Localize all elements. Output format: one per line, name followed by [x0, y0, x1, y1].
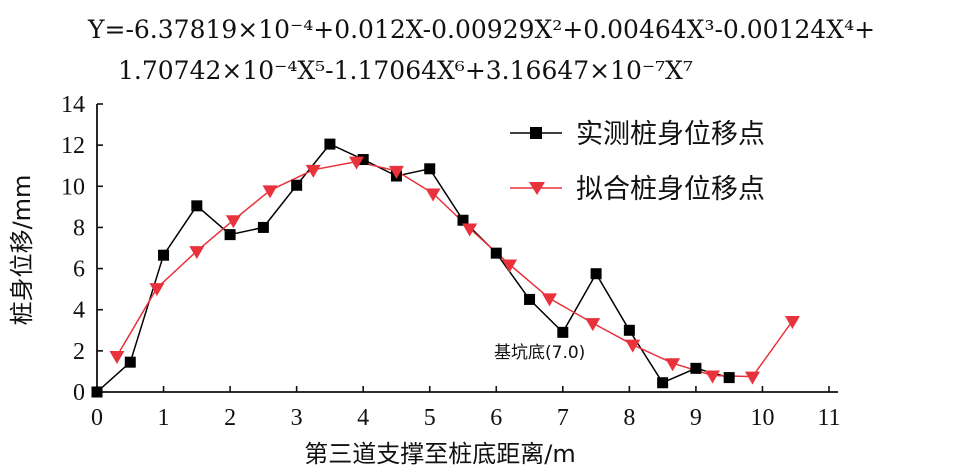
legend-label-fitted: 拟合桩身位移点 [576, 174, 765, 205]
x-tick-label: 10 [750, 405, 774, 431]
y-axis-label: 桩身位移/mm [8, 175, 36, 326]
data-point [191, 200, 203, 212]
data-point [109, 351, 125, 364]
data-point [357, 154, 369, 166]
x-tick-label: 4 [357, 405, 369, 431]
legend-item-fitted: 拟合桩身位移点 [510, 174, 765, 205]
x-tick-label: 1 [158, 405, 170, 431]
data-point [158, 249, 170, 261]
legend-marker-measured [530, 127, 542, 139]
data-point [625, 339, 641, 353]
y-tick-label: 10 [61, 174, 85, 200]
data-point [585, 318, 601, 332]
data-point [149, 283, 165, 297]
data-point [705, 370, 721, 384]
series-line-1 [116, 160, 794, 378]
data-point [723, 372, 735, 384]
data-point [657, 377, 669, 389]
data-point [665, 358, 681, 372]
data-point [557, 326, 569, 338]
data-point [305, 164, 321, 178]
data-point [189, 246, 205, 260]
y-tick-label: 12 [61, 133, 85, 159]
series-lines [96, 143, 794, 393]
data-point [524, 293, 536, 305]
equation-line-2: 1.70742×10⁻⁴X⁵-1.17064X⁶+3.16647×10⁻⁷X⁷ [118, 56, 693, 85]
data-point [490, 247, 502, 259]
data-point [424, 163, 436, 175]
x-tick-label: 7 [557, 405, 569, 431]
legend: 实测桩身位移点 拟合桩身位移点 [510, 119, 765, 205]
data-point [349, 156, 365, 170]
data-point [124, 356, 136, 368]
data-point [388, 165, 404, 179]
x-axis-label: 第三道支撑至桩底距离/m [304, 440, 575, 468]
y-tick-label: 0 [73, 380, 85, 406]
y-tick-label: 4 [73, 298, 85, 324]
annotation-pit-bottom: 基坑底(7.0) [494, 343, 585, 363]
data-point [784, 316, 800, 330]
y-tick-label: 2 [73, 339, 85, 365]
x-tick-label: 2 [224, 405, 236, 431]
data-point [690, 362, 702, 374]
x-tick-label: 5 [424, 405, 436, 431]
data-point [457, 214, 469, 226]
data-point [542, 293, 558, 307]
data-point [257, 221, 269, 233]
data-point [590, 268, 602, 280]
data-point [744, 371, 760, 385]
series-line-0 [96, 143, 730, 393]
data-point [91, 386, 103, 398]
data-point [462, 223, 478, 237]
x-tick-label: 11 [817, 405, 840, 431]
data-point [224, 229, 236, 241]
x-tick-label: 8 [623, 405, 635, 431]
axes [96, 104, 838, 393]
legend-marker-fitted [529, 182, 545, 195]
legend-item-measured: 实测桩身位移点 [510, 119, 765, 150]
x-tick-label: 9 [690, 405, 702, 431]
y-tick-label: 6 [73, 257, 85, 283]
x-tick-label: 3 [291, 405, 303, 431]
x-tick-label: 6 [490, 405, 502, 431]
data-point [623, 324, 635, 336]
y-tick-label: 8 [73, 215, 85, 241]
data-point [262, 185, 278, 199]
legend-label-measured: 实测桩身位移点 [576, 119, 765, 150]
data-point [425, 188, 441, 202]
y-tick-label: 14 [61, 92, 85, 118]
data-point [291, 179, 303, 191]
y-ticks: 0 2 4 6 8 10 12 14 [61, 92, 103, 406]
data-point [324, 138, 336, 150]
equation-line-1: Y=-6.37819×10⁻⁴+0.012X-0.00929X²+0.00464… [87, 15, 875, 44]
data-point [225, 215, 241, 229]
x-tick-label: 0 [91, 405, 103, 431]
series-markers [91, 138, 800, 398]
data-point [502, 259, 518, 273]
x-ticks: 0 1 2 3 4 5 6 7 8 9 10 11 [91, 386, 841, 431]
